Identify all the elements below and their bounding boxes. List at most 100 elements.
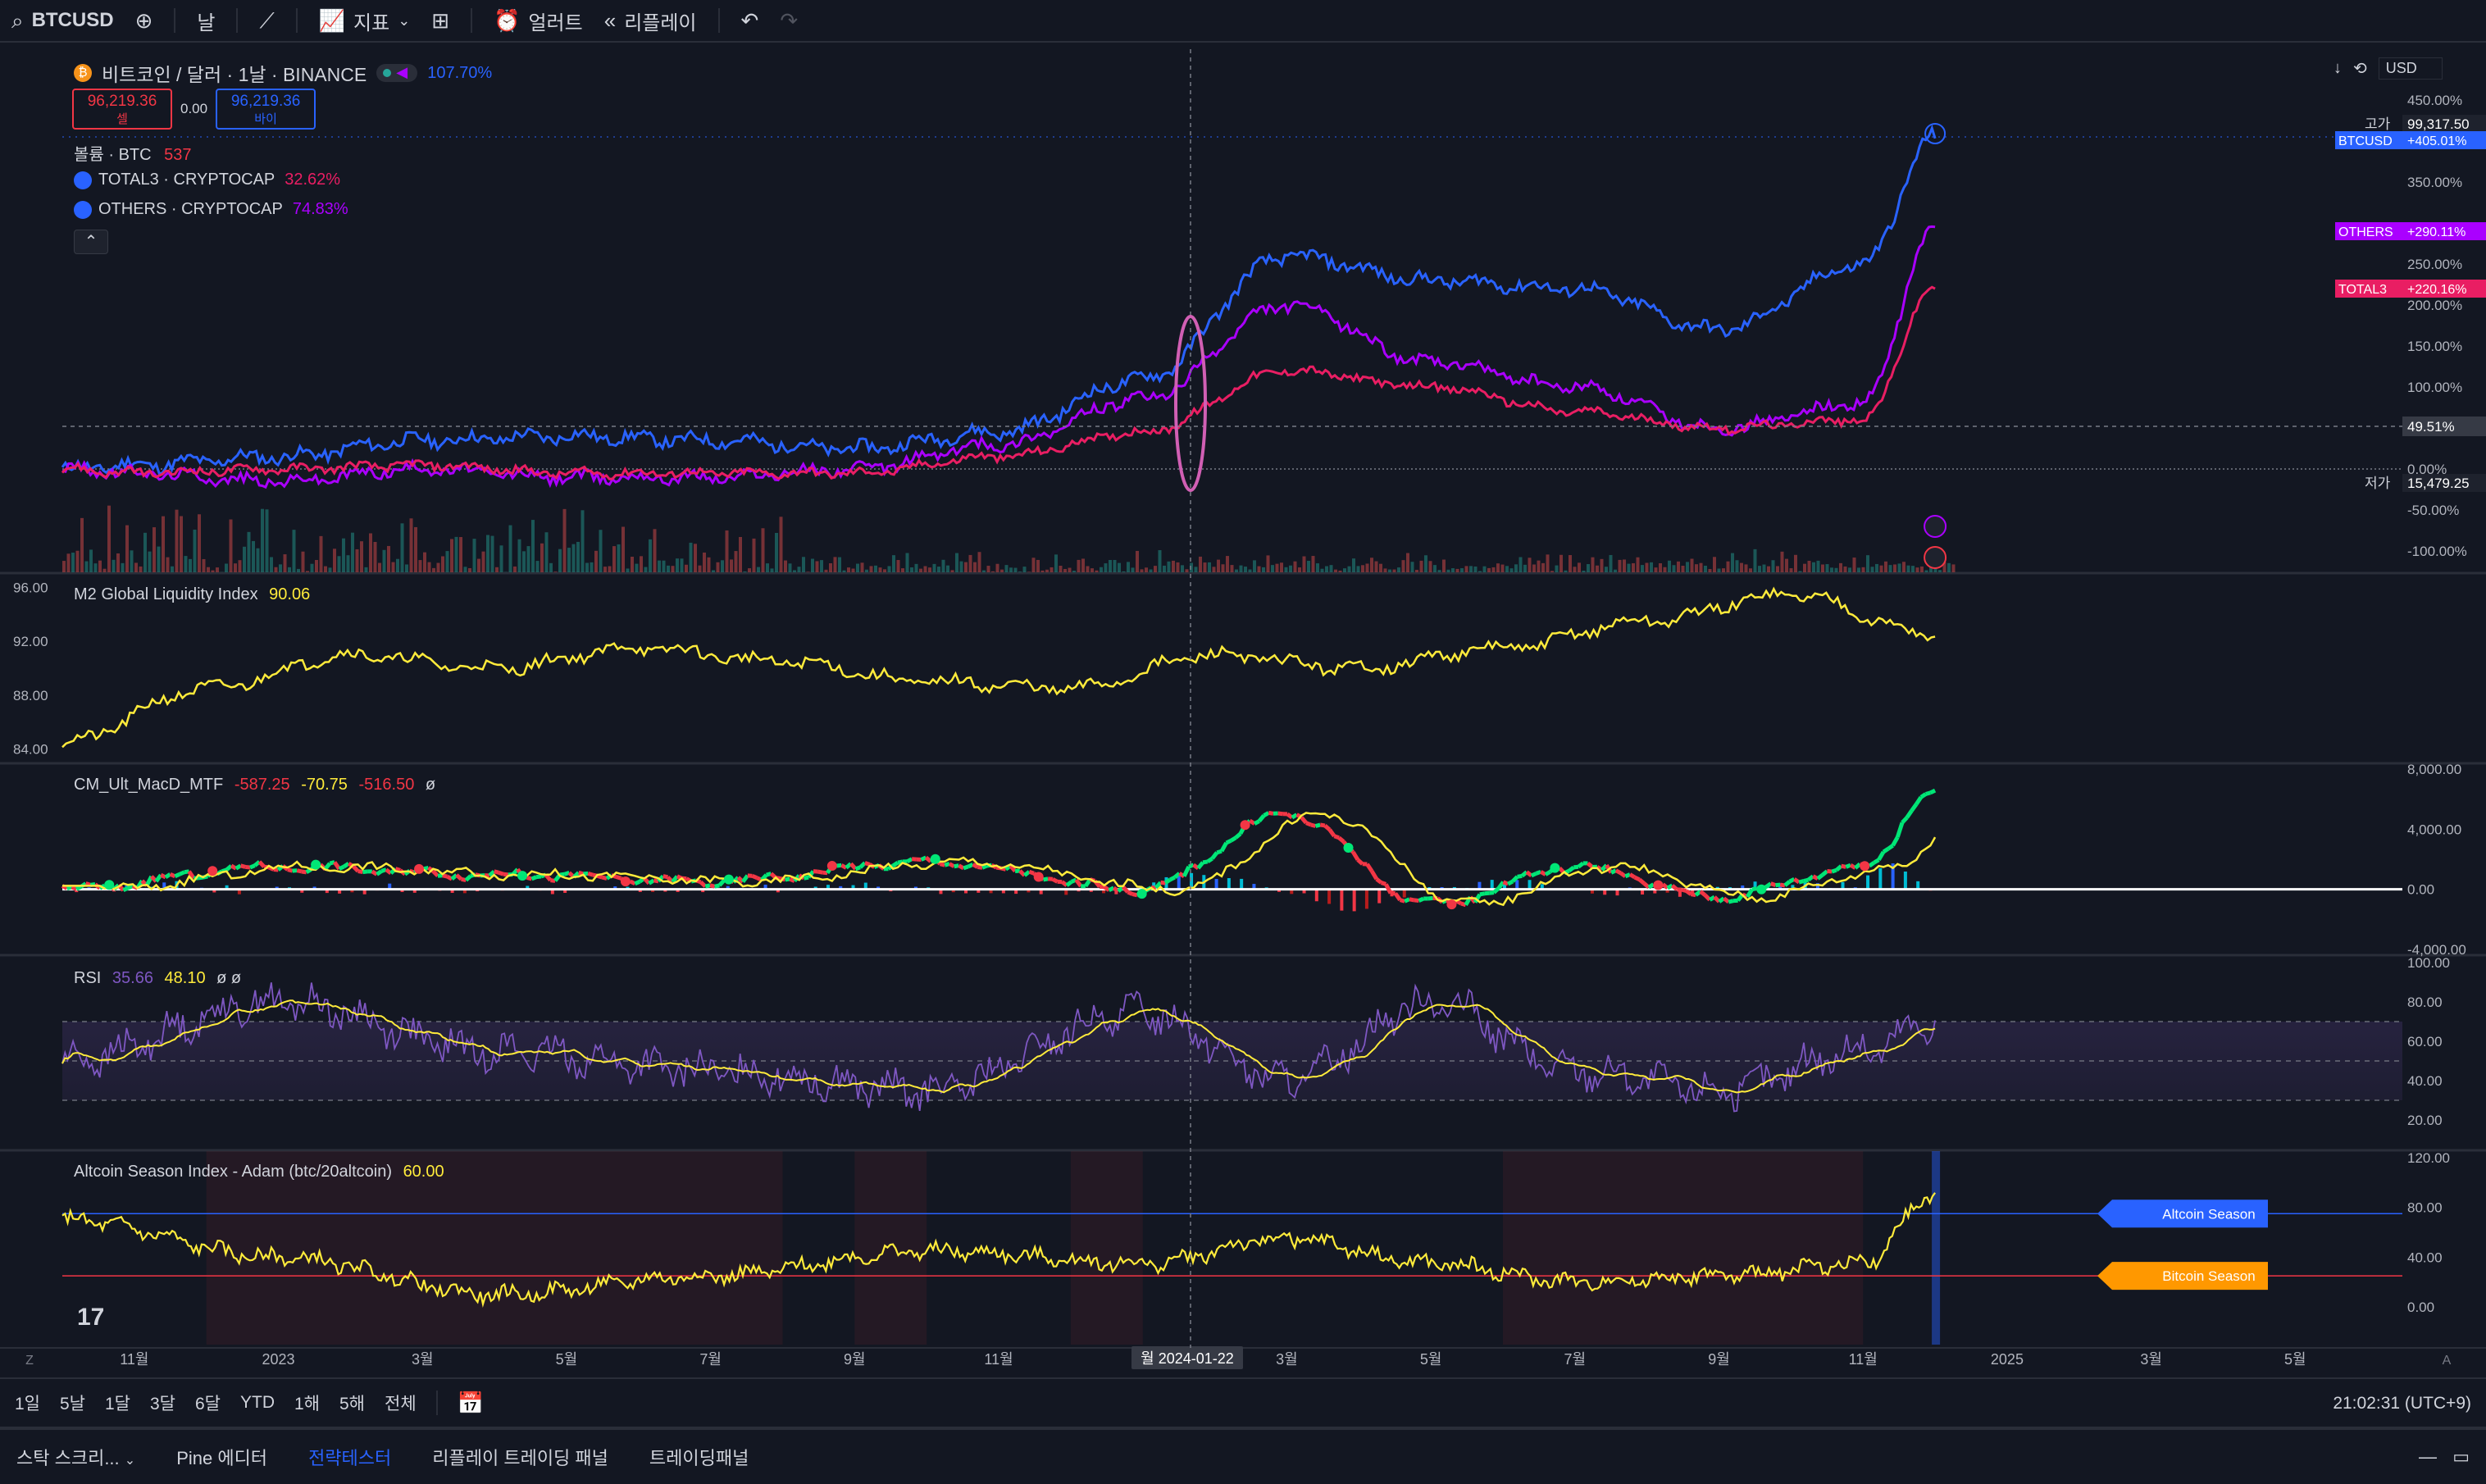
layouts-icon[interactable]: ⊞ <box>431 8 450 33</box>
volume-bar <box>1744 564 1748 572</box>
macd-line-segment <box>944 862 950 867</box>
macd-histogram-bar <box>1177 876 1181 890</box>
volume-bar <box>788 563 792 572</box>
macd-line-segment <box>1670 884 1678 891</box>
timeframe-1y[interactable]: 1해 <box>294 1395 320 1413</box>
macd-histogram-bar <box>1302 889 1306 894</box>
volume-bar <box>324 566 327 572</box>
volume-bar <box>1726 561 1730 572</box>
macd-line-segment <box>1915 795 1923 806</box>
tab-trading-panel[interactable]: 트레이딩패널 <box>649 1448 749 1468</box>
volume-bar <box>964 562 968 572</box>
macd-line-segment <box>906 857 913 863</box>
timeframe-bar: 1일 5날 1달 3달 6달 YTD 1해 5해 전체 📅 21:02:31 (… <box>0 1377 2486 1427</box>
timeframe-5d[interactable]: 5날 <box>60 1395 85 1413</box>
volume-bar <box>1154 566 1157 572</box>
macd-histogram-bar <box>1190 872 1194 890</box>
macd-line-segment <box>352 864 360 873</box>
currency-select[interactable]: USD <box>2378 57 2443 80</box>
macd-line-segment <box>1821 869 1829 877</box>
volume-bar <box>1496 563 1500 572</box>
interval-button[interactable]: 날 <box>197 11 216 34</box>
timeframe-ytd[interactable]: YTD <box>240 1393 275 1412</box>
macd-line-segment <box>972 863 979 869</box>
macd-line-segment <box>1525 870 1533 877</box>
macd-histogram-bar <box>362 889 367 894</box>
volume-bar <box>1181 565 1184 572</box>
volume-bar <box>941 559 945 572</box>
bitcoin-season-zone <box>1070 1151 1143 1345</box>
indicators-button[interactable]: 📈 지표 ⌄ <box>319 7 411 35</box>
macd-line-segment <box>332 861 341 871</box>
volume-bar <box>517 539 521 572</box>
others-value: 74.83% <box>292 200 348 218</box>
replay-button[interactable]: « 리플레이 <box>604 7 697 35</box>
timeframe-6m[interactable]: 6달 <box>195 1395 221 1413</box>
minimize-icon[interactable]: — <box>2419 1446 2437 1467</box>
volume-bar <box>62 561 66 572</box>
scroll-down-icon[interactable]: ↓ <box>2333 59 2342 77</box>
tab-replay-trading-panel[interactable]: 리플레이 트레이딩 패널 <box>432 1448 608 1468</box>
volume-bar <box>405 564 408 572</box>
volume-bar <box>450 539 453 572</box>
maximize-icon[interactable]: ▭ <box>2452 1446 2470 1467</box>
macd-line-segment <box>1168 875 1176 882</box>
timeframe-3m[interactable]: 3달 <box>150 1395 175 1413</box>
drawing-ellipse[interactable] <box>1174 315 1207 492</box>
volume-bar <box>1578 562 1581 572</box>
clock-timezone[interactable]: 21:02:31 (UTC+9) <box>2333 1394 2471 1413</box>
volume-bar <box>1708 568 1712 572</box>
sell-button[interactable]: 96,219.36 셀 <box>72 89 172 130</box>
timeframe-1m[interactable]: 1달 <box>105 1395 130 1413</box>
collapse-legend-button[interactable]: ⌃ <box>74 230 108 254</box>
volume-bar <box>1266 555 1270 572</box>
volume-bar <box>1753 549 1757 572</box>
macd-line-segment <box>714 883 720 889</box>
chevron-down-icon[interactable]: ⌄ <box>398 12 411 29</box>
macd-line-segment <box>1418 896 1425 903</box>
total3-legend: TOTAL3 · CRYPTOCAP 32.62% <box>74 171 340 189</box>
volume-bar <box>612 546 616 572</box>
macd-line-segment <box>1816 873 1824 881</box>
timeframe-all[interactable]: 전체 <box>385 1395 417 1413</box>
macd-legend: CM_Ult_MacD_MTF -587.25 -70.75 -516.50 ø <box>74 776 435 794</box>
volume-bar <box>1419 560 1423 572</box>
volume-bar <box>1825 564 1829 572</box>
calendar-icon[interactable]: 📅 <box>457 1391 485 1415</box>
macd-line-segment <box>1511 875 1519 883</box>
volume-bar <box>423 552 426 572</box>
redo-icon[interactable]: ↷ <box>780 8 799 33</box>
volume-bar <box>1262 567 1265 572</box>
timeframe-1d[interactable]: 1일 <box>15 1395 40 1413</box>
volume-bar <box>1072 571 1076 572</box>
tab-stock-screener[interactable]: 스탁 스크리... ⌄ <box>16 1444 135 1470</box>
symbol-search-button[interactable]: ⌕ BTCUSD <box>11 9 114 32</box>
macd-histogram-bar <box>951 889 955 893</box>
tradingview-logo[interactable]: 17 <box>77 1304 105 1331</box>
chart-type-icon[interactable]: ⟋ <box>259 8 275 33</box>
buy-button[interactable]: 96,219.36 바이 <box>216 89 316 130</box>
macd-pane <box>61 788 2402 912</box>
volume-bar <box>829 562 832 572</box>
volume-bar <box>1018 571 1022 572</box>
compare-add-icon[interactable]: ⊕ <box>134 8 153 33</box>
volume-bar <box>1298 567 1301 572</box>
m2-line <box>61 586 1936 749</box>
macd-histogram-bar <box>1240 878 1244 890</box>
live-status-badge[interactable]: ◀ <box>376 64 418 82</box>
tab-pine-editor[interactable]: Pine 에디터 <box>176 1448 268 1468</box>
macd-line-segment <box>488 869 496 877</box>
volume-bar <box>567 548 571 572</box>
macd-line-segment <box>66 885 73 891</box>
tab-strategy-tester[interactable]: 전략테스터 <box>308 1448 392 1468</box>
lightning-event-icon <box>1924 515 1947 538</box>
undo-icon[interactable]: ↶ <box>740 8 759 33</box>
macd-line-segment <box>1277 811 1283 817</box>
refresh-icon[interactable]: ⟲ <box>2353 60 2367 78</box>
macd-histogram-bar <box>1314 889 1318 902</box>
chevron-down-icon: ⌄ <box>124 1454 136 1468</box>
timeframe-5y[interactable]: 5해 <box>339 1395 365 1413</box>
alert-button[interactable]: ⏰ 얼러트 <box>494 7 583 35</box>
altcoin-season-tag: Altcoin Season <box>2097 1199 2268 1228</box>
